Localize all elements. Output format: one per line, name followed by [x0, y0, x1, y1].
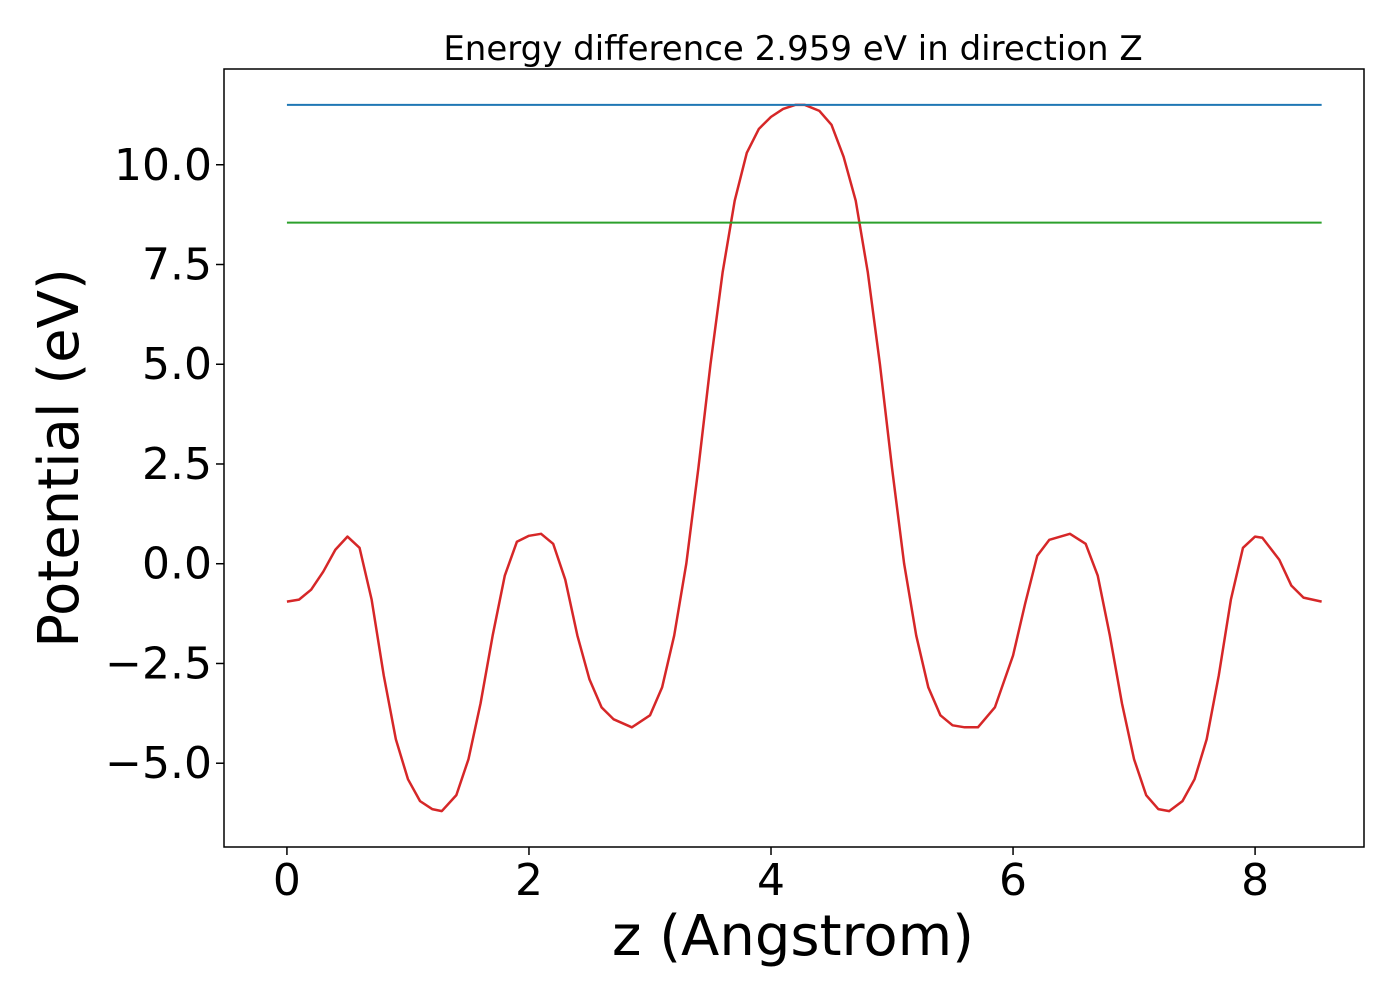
x-tick-label: 6 — [999, 855, 1027, 906]
y-tick-label: 7.5 — [142, 239, 212, 290]
x-axis-label: z (Angstrom) — [612, 904, 974, 969]
x-axis: 0 2 4 6 8 — [273, 847, 1269, 906]
y-tick-label: −5.0 — [105, 738, 212, 789]
chart-title: Energy difference 2.959 eV in direction … — [443, 29, 1142, 69]
x-tick-label: 4 — [757, 855, 785, 906]
x-tick-label: 8 — [1241, 855, 1269, 906]
y-tick-label: 0.0 — [142, 539, 212, 590]
x-tick-label: 2 — [515, 855, 543, 906]
y-tick-label: 10.0 — [114, 140, 212, 191]
series-line-0 — [286, 103, 1322, 813]
y-tick-label: −2.5 — [105, 638, 212, 689]
y-axis: −5.0 −2.5 0.0 2.5 5.0 7.5 10.0 — [105, 140, 224, 789]
y-axis-label: Potential (eV) — [27, 268, 92, 648]
x-tick-label: 0 — [273, 855, 301, 906]
y-tick-label: 5.0 — [142, 339, 212, 390]
plot-frame — [223, 68, 1365, 848]
y-tick-label: 2.5 — [142, 439, 212, 490]
plot-lines — [286, 103, 1322, 813]
